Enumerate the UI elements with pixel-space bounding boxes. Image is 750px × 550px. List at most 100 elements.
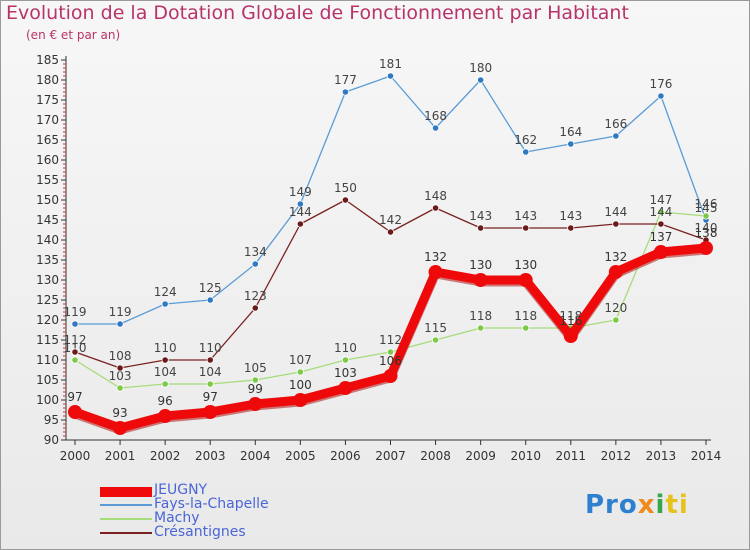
y-tick-label: 100 bbox=[36, 393, 59, 407]
data-point-cr-santignes bbox=[431, 204, 440, 212]
data-label-fays-la-chapelle: 124 bbox=[154, 285, 177, 299]
data-label-machy: 115 bbox=[424, 321, 447, 335]
data-label-machy: 118 bbox=[559, 309, 582, 323]
data-point-machy bbox=[161, 380, 169, 388]
y-tick-label: 165 bbox=[36, 133, 59, 147]
y-tick-label: 90 bbox=[44, 433, 59, 447]
x-tick-label: 2005 bbox=[285, 449, 316, 463]
x-tick-label: 2011 bbox=[556, 449, 587, 463]
data-label-machy: 120 bbox=[604, 301, 627, 315]
y-tick-label: 115 bbox=[36, 333, 59, 347]
data-point-machy bbox=[612, 316, 620, 324]
legend-swatch-jeugny bbox=[100, 487, 152, 497]
data-label-fays-la-chapelle: 168 bbox=[424, 109, 447, 123]
data-point-jeugny bbox=[699, 241, 713, 255]
data-label-jeugny: 132 bbox=[424, 250, 447, 264]
data-point-fays-la-chapelle bbox=[431, 124, 440, 132]
data-point-jeugny bbox=[653, 245, 668, 259]
y-tick-label: 180 bbox=[36, 73, 59, 87]
data-point-cr-santignes bbox=[116, 364, 124, 372]
data-point-fays-la-chapelle bbox=[522, 148, 530, 156]
y-tick-label: 155 bbox=[36, 173, 59, 187]
data-label-fays-la-chapelle: 134 bbox=[244, 245, 267, 259]
y-tick-label: 130 bbox=[36, 273, 59, 287]
y-tick-label: 170 bbox=[36, 113, 59, 127]
data-label-machy: 147 bbox=[649, 193, 672, 207]
data-point-machy bbox=[431, 336, 440, 344]
x-tick-label: 2008 bbox=[420, 449, 451, 463]
data-point-jeugny bbox=[248, 397, 263, 411]
data-label-cr-santignes: 110 bbox=[154, 341, 177, 355]
logo-part-ti: ti bbox=[665, 490, 689, 520]
x-tick-label: 2006 bbox=[330, 449, 361, 463]
x-tick-label: 2010 bbox=[510, 449, 541, 463]
data-point-machy bbox=[251, 376, 259, 384]
data-label-cr-santignes: 112 bbox=[64, 333, 87, 347]
data-label-machy: 112 bbox=[379, 333, 402, 347]
data-point-cr-santignes bbox=[657, 220, 665, 228]
data-point-cr-santignes bbox=[206, 356, 214, 364]
x-tick-label: 2000 bbox=[60, 449, 91, 463]
legend-label-cresantignes: Crésantignes bbox=[154, 524, 246, 540]
data-point-jeugny bbox=[563, 329, 578, 343]
data-point-machy bbox=[71, 356, 79, 364]
data-label-machy: 146 bbox=[695, 197, 718, 211]
y-tick-label: 120 bbox=[36, 313, 59, 327]
y-tick-label: 160 bbox=[36, 153, 59, 167]
x-tick-label: 2014 bbox=[691, 449, 722, 463]
data-label-jeugny: 96 bbox=[158, 394, 173, 408]
y-tick-label: 185 bbox=[36, 53, 59, 67]
chart-subtitle: (en € et par an) bbox=[26, 28, 121, 42]
data-point-machy bbox=[386, 348, 395, 356]
data-label-machy: 107 bbox=[289, 353, 312, 367]
data-label-jeugny: 97 bbox=[203, 390, 218, 404]
proxiti-logo: Proxiti bbox=[585, 490, 689, 520]
data-label-machy: 105 bbox=[244, 361, 267, 375]
data-label-fays-la-chapelle: 176 bbox=[649, 77, 672, 91]
data-point-fays-la-chapelle bbox=[161, 300, 169, 308]
y-tick-label: 140 bbox=[36, 233, 59, 247]
x-tick-label: 2002 bbox=[150, 449, 181, 463]
data-point-machy bbox=[341, 356, 350, 364]
data-label-machy: 118 bbox=[469, 309, 492, 323]
data-label-jeugny: 116 bbox=[559, 314, 582, 328]
x-tick-label: 2013 bbox=[646, 449, 677, 463]
y-tick-label: 125 bbox=[36, 293, 59, 307]
data-point-jeugny bbox=[113, 421, 128, 435]
data-label-cr-santignes: 144 bbox=[289, 205, 312, 219]
data-point-jeugny bbox=[338, 381, 353, 395]
chart-title: Evolution de la Dotation Globale de Fonc… bbox=[6, 2, 629, 24]
data-point-cr-santignes bbox=[296, 220, 304, 228]
data-point-fays-la-chapelle bbox=[116, 320, 124, 328]
data-label-fays-la-chapelle: 125 bbox=[199, 281, 222, 295]
data-point-fays-la-chapelle bbox=[477, 76, 485, 84]
data-point-fays-la-chapelle bbox=[567, 140, 575, 148]
data-point-cr-santignes bbox=[477, 224, 485, 232]
data-point-jeugny bbox=[383, 369, 398, 383]
y-tick-label: 95 bbox=[44, 413, 59, 427]
data-point-machy bbox=[522, 324, 530, 332]
data-point-fays-la-chapelle bbox=[251, 260, 259, 268]
data-point-fays-la-chapelle bbox=[612, 132, 620, 140]
data-label-fays-la-chapelle: 145 bbox=[695, 201, 718, 215]
x-tick-label: 2003 bbox=[195, 449, 226, 463]
data-point-jeugny bbox=[473, 273, 488, 287]
data-label-fays-la-chapelle: 166 bbox=[604, 117, 627, 131]
data-label-cr-santignes: 144 bbox=[604, 205, 627, 219]
data-label-cr-santignes: 142 bbox=[379, 213, 402, 227]
data-point-cr-santignes bbox=[612, 220, 620, 228]
data-point-cr-santignes bbox=[386, 228, 395, 236]
data-label-jeugny: 130 bbox=[514, 258, 537, 272]
data-label-jeugny: 138 bbox=[695, 226, 718, 240]
data-label-jeugny: 132 bbox=[604, 250, 627, 264]
logo-part-pro: Pro bbox=[585, 490, 638, 520]
legend-swatch-cresantignes bbox=[100, 532, 152, 534]
x-tick-label: 2009 bbox=[465, 449, 496, 463]
legend-swatch-fays bbox=[100, 504, 152, 506]
data-point-cr-santignes bbox=[71, 348, 79, 356]
data-label-cr-santignes: 140 bbox=[695, 221, 718, 235]
data-label-cr-santignes: 148 bbox=[424, 189, 447, 203]
data-point-machy bbox=[657, 208, 665, 216]
data-point-fays-la-chapelle bbox=[206, 296, 214, 304]
